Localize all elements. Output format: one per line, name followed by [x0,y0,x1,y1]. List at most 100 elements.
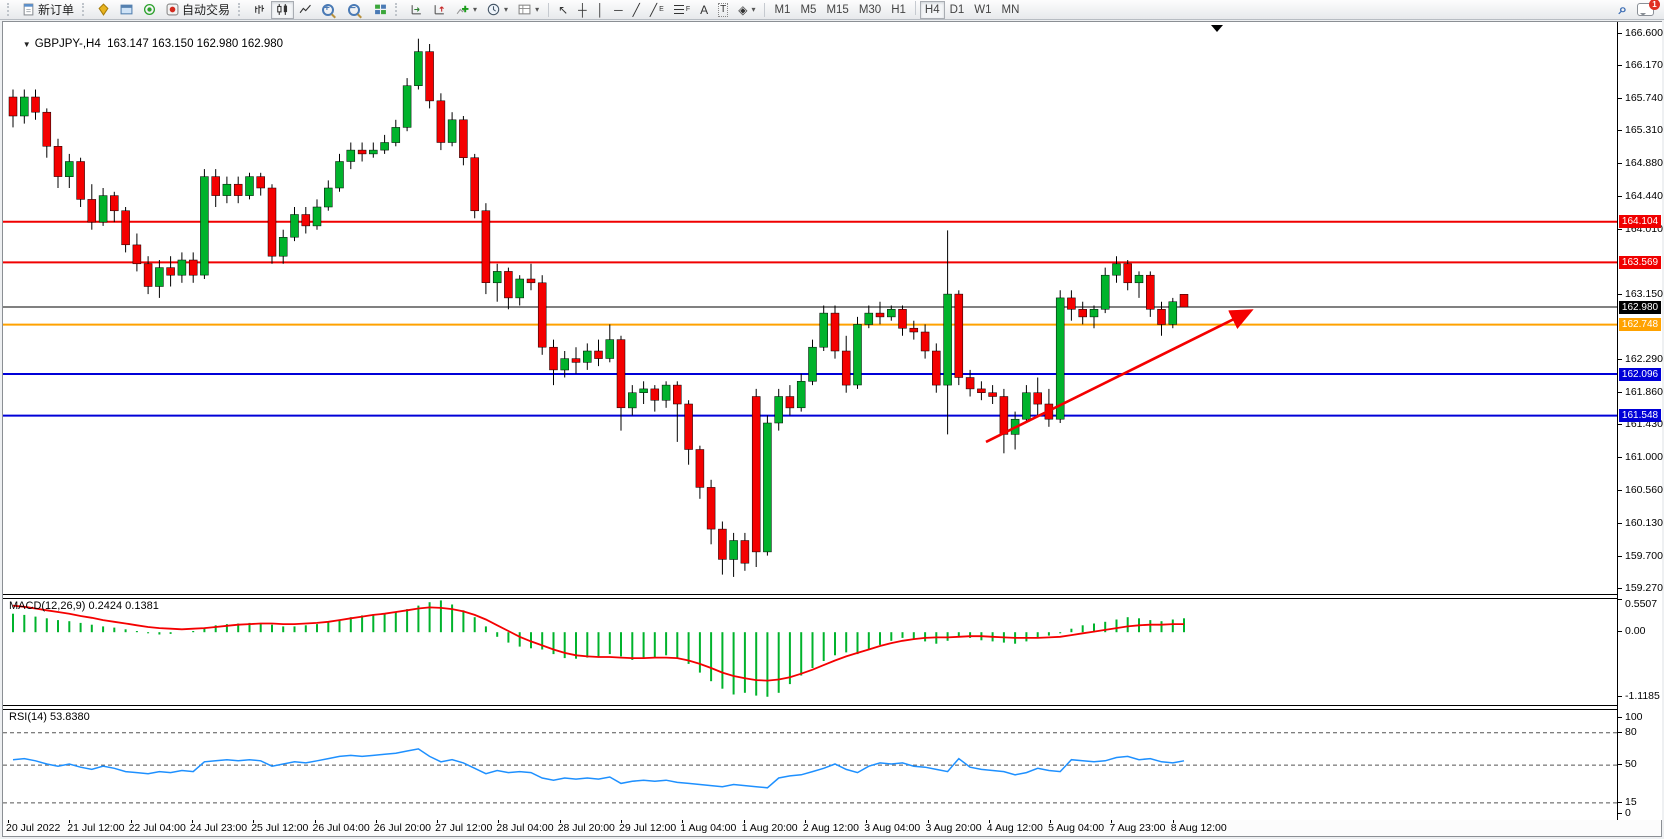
candle[interactable] [887,305,896,321]
tile-windows-button[interactable] [369,1,392,19]
candle[interactable] [110,191,119,223]
candle[interactable] [1010,411,1020,450]
price-chart[interactable] [3,22,1617,595]
broadcast-button[interactable] [138,1,161,19]
candle[interactable] [324,180,333,211]
candle[interactable] [875,301,885,325]
gold-badge-button[interactable] [92,1,115,19]
trend-arrow[interactable] [985,309,1254,444]
candle[interactable] [132,233,142,272]
candle[interactable] [1123,260,1132,291]
candle[interactable] [639,381,648,404]
candle[interactable] [1146,271,1155,317]
candle[interactable] [583,343,592,370]
candle[interactable] [278,229,288,264]
templates-button[interactable]: ▾ [513,1,544,19]
candle[interactable] [763,415,772,556]
timeframe-button-M1[interactable]: M1 [769,1,795,19]
candle[interactable] [1078,301,1087,325]
terminal-button[interactable] [115,1,138,19]
candle[interactable] [751,388,761,567]
candle[interactable] [796,373,806,412]
candle[interactable] [560,351,569,378]
zoom-out-button[interactable]: − [343,1,369,19]
candle[interactable] [459,116,468,166]
candle[interactable] [166,256,175,287]
candle[interactable] [267,184,277,264]
candle[interactable] [628,385,637,416]
candle[interactable] [1022,385,1031,423]
candle[interactable] [616,335,626,431]
candle[interactable] [526,263,536,291]
notifications-icon[interactable]: 1 [1637,0,1660,16]
timeframe-button-M5[interactable]: M5 [795,1,821,19]
candle[interactable] [1033,377,1042,416]
candle[interactable] [335,153,344,192]
candle[interactable] [245,172,254,200]
candle[interactable] [785,385,795,416]
candle[interactable] [76,157,85,207]
text-label-tool-button[interactable]: T [713,1,733,19]
candle[interactable] [346,142,356,170]
candle[interactable] [211,169,220,207]
crosshair-tool-button[interactable]: ┼ [573,1,592,19]
candle[interactable] [549,339,558,386]
timeframe-button-H4[interactable]: H4 [919,0,945,19]
candle[interactable] [222,176,232,204]
macd-pane[interactable] [3,598,1617,706]
candle[interactable] [841,335,851,393]
timeframe-button-H1[interactable]: H1 [886,1,911,19]
candlestick-button[interactable] [271,0,295,19]
auto-scroll-button[interactable] [405,1,428,19]
new-order-button[interactable]: 新订单 [17,1,79,19]
candle[interactable] [357,142,367,162]
candle[interactable] [1089,305,1099,329]
candle[interactable] [380,134,389,154]
candle[interactable] [20,89,29,124]
timeframe-button-MN[interactable]: MN [997,1,1025,19]
timeframe-button-D1[interactable]: D1 [945,1,970,19]
rsi-pane[interactable] [3,709,1617,821]
candle[interactable] [8,89,18,128]
candle[interactable] [740,532,750,571]
candle[interactable] [42,108,52,158]
candle[interactable] [188,252,198,283]
candle[interactable] [706,479,716,545]
candle[interactable] [774,388,783,431]
candle[interactable] [661,381,671,408]
candle[interactable] [909,320,919,340]
price-axis[interactable]: 166.600 166.170 165.740 165.310 164.880 164.4… [1617,22,1663,820]
candle[interactable] [819,305,828,352]
candle[interactable] [98,188,108,226]
timeframe-button-M15[interactable]: M15 [821,1,853,19]
candle[interactable] [695,445,705,499]
candle[interactable] [1055,290,1065,423]
candle[interactable] [932,343,941,393]
candle[interactable] [1134,271,1144,298]
collapse-icon[interactable]: ▼ [22,40,31,49]
candle[interactable] [155,260,164,298]
candle[interactable] [999,388,1009,454]
candle[interactable] [425,44,434,109]
candle[interactable] [301,207,311,234]
candle[interactable] [369,142,378,158]
candle[interactable] [504,267,513,310]
candle[interactable] [200,169,209,279]
candle[interactable] [481,203,491,295]
candle[interactable] [1044,388,1054,427]
candle[interactable] [650,385,660,412]
candle[interactable] [31,89,40,120]
line-chart-button[interactable] [294,1,317,19]
candle[interactable] [864,305,874,329]
candle[interactable] [402,78,412,132]
candle[interactable] [233,176,243,204]
horizontal-line-tool-button[interactable]: ─ [609,1,628,19]
candle[interactable] [414,38,423,90]
candle[interactable] [177,252,187,283]
candle[interactable] [492,263,502,302]
text-tool-button[interactable]: A [695,1,713,19]
cursor-tool-button[interactable]: ↖ [553,1,573,19]
candle[interactable] [988,385,997,404]
periods-button[interactable]: ▾ [482,1,513,19]
zoom-in-button[interactable]: + [317,1,343,19]
